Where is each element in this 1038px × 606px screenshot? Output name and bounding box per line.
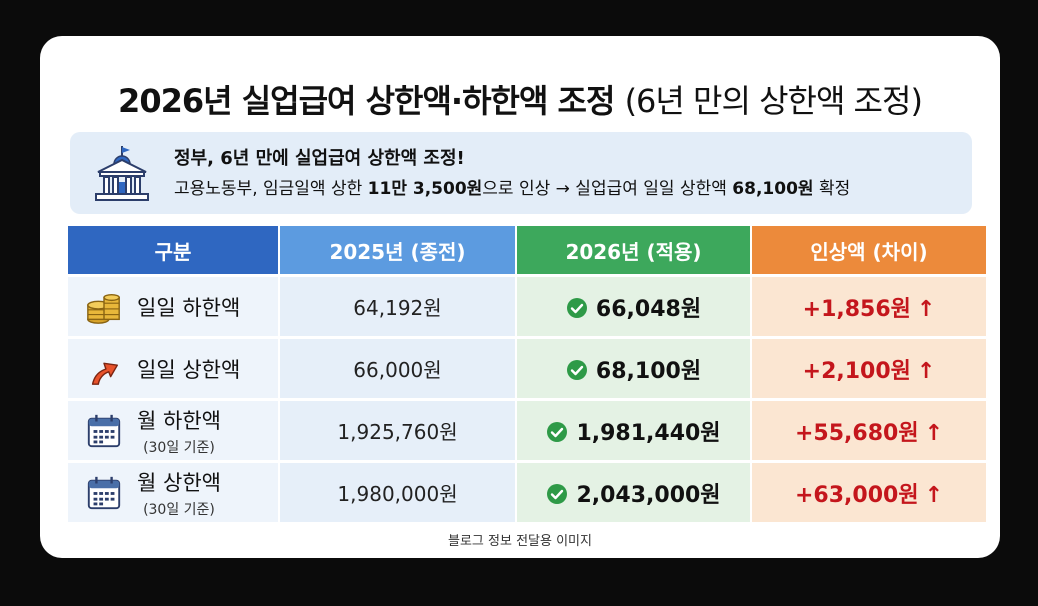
notice-box: 정부, 6년 만에 실업급여 상한액 조정! 고용노동부, 임금일액 상한 11… bbox=[70, 132, 972, 214]
check-circle-icon bbox=[566, 297, 587, 318]
table-row: 월 상한액 (30일 기준) 1,980,000원 2,043,000원 +63… bbox=[68, 460, 988, 522]
title-subtitle: (6년 만의 상한액 조정) bbox=[624, 82, 923, 120]
value-2025: 1,980,000원 bbox=[279, 460, 517, 522]
value-2025: 64,192원 bbox=[279, 274, 517, 338]
value-2026: 68,100원 bbox=[595, 358, 702, 384]
up-arrow-icon: ↑ bbox=[916, 358, 936, 384]
check-circle-icon bbox=[547, 483, 568, 504]
value-difference: +63,000원 bbox=[794, 482, 919, 508]
title-main: 2026년 실업급여 상한액·하한액 조정 bbox=[118, 82, 615, 120]
value-2025: 66,000원 bbox=[279, 336, 517, 400]
up-arrow-icon: ↑ bbox=[924, 482, 943, 508]
page-title: 2026년 실업급여 상한액·하한액 조정 (6년 만의 상한액 조정) bbox=[40, 76, 1000, 122]
up-arrow-icon: ↑ bbox=[916, 296, 936, 322]
row-label: 월 하한액 bbox=[137, 408, 221, 433]
notice-headline: 정부, 6년 만에 실업급여 상한액 조정! bbox=[174, 148, 465, 169]
row-label: 월 상한액 bbox=[137, 470, 221, 495]
header-category: 구분 bbox=[68, 226, 280, 276]
value-2025: 1,925,760원 bbox=[279, 398, 517, 462]
row-note: (30일 기준) bbox=[143, 501, 215, 518]
table-row: 일일 상한액 66,000원 68,100원 +2,100원 ↑ bbox=[68, 336, 988, 400]
benefit-table: 구분 2025년 (종전) 2026년 (적용) 인상액 (차이) bbox=[68, 226, 988, 522]
check-circle-icon bbox=[547, 421, 568, 442]
infographic-card: 2026년 실업급여 상한액·하한액 조정 (6년 만의 상한액 조정) 정부,… bbox=[40, 36, 1000, 558]
table-row: 일일 하한액 64,192원 66,048원 +1,856원 ↑ bbox=[68, 274, 988, 338]
footer-caption: 블로그 정보 전달용 이미지 bbox=[448, 534, 592, 549]
value-2026: 1,981,440원 bbox=[576, 420, 721, 446]
table-row: 월 하한액 (30일 기준) 1,925,760원 1,981,440원 +55… bbox=[68, 398, 988, 462]
row-label: 일일 하한액 bbox=[137, 295, 241, 320]
value-difference: +55,680원 bbox=[794, 420, 919, 446]
up-arrow-icon: ↑ bbox=[924, 420, 943, 446]
header-difference: 인상액 (차이) bbox=[751, 226, 988, 276]
table-header-row: 구분 2025년 (종전) 2026년 (적용) 인상액 (차이) bbox=[68, 226, 988, 276]
value-2026: 66,048원 bbox=[595, 296, 702, 322]
value-difference: +2,100원 bbox=[802, 358, 911, 384]
header-2025: 2025년 (종전) bbox=[279, 226, 517, 276]
header-2026: 2026년 (적용) bbox=[516, 226, 752, 276]
calendar-icon bbox=[87, 476, 121, 509]
coin-stack-icon bbox=[87, 293, 120, 324]
value-2026: 2,043,000원 bbox=[576, 482, 721, 508]
value-difference: +1,856원 bbox=[802, 296, 911, 322]
government-building-icon bbox=[95, 146, 149, 201]
row-note: (30일 기준) bbox=[143, 439, 215, 456]
calendar-icon bbox=[87, 414, 121, 447]
up-arrow-icon bbox=[91, 362, 119, 385]
check-circle-icon bbox=[566, 359, 587, 380]
row-label: 일일 상한액 bbox=[137, 357, 241, 382]
notice-detail: 고용노동부, 임금일액 상한 11만 3,500원으로 인상 → 실업급여 일일… bbox=[174, 179, 851, 199]
